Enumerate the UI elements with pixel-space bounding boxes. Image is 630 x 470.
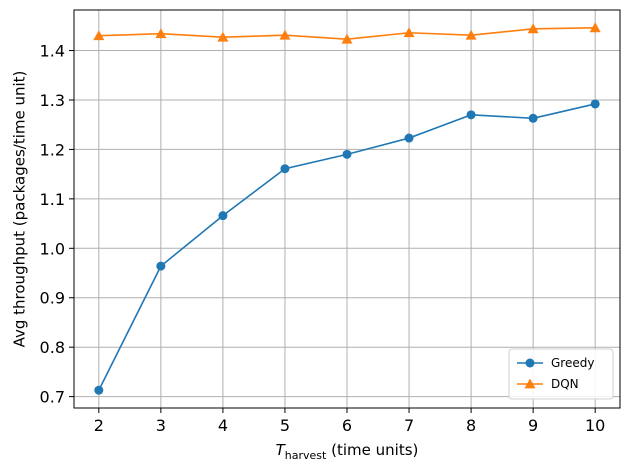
data-point-greedy (404, 133, 414, 143)
data-point-greedy (218, 211, 228, 221)
x-axis-label-unit: (time units) (326, 441, 418, 459)
data-point-dqn (217, 31, 229, 42)
data-point-greedy (156, 261, 166, 271)
legend: Greedy DQN (508, 348, 614, 400)
y-axis-ticks: 0.7 0.8 0.9 1.0 1.1 1.2 1.3 1.4 (40, 42, 74, 407)
data-point-dqn (93, 30, 105, 41)
data-point-greedy (590, 99, 600, 109)
y-tick-label: 0.7 (40, 388, 65, 407)
series-greedy (94, 99, 600, 395)
legend-marker-dqn (524, 378, 536, 389)
data-point-greedy (528, 113, 538, 123)
x-axis-label: Tharvest (time units) (276, 441, 419, 462)
y-tick-label: 0.9 (40, 289, 65, 308)
y-tick-label: 0.8 (40, 338, 65, 357)
x-tick-label: 5 (280, 416, 290, 435)
x-tick-label: 10 (585, 416, 605, 435)
data-point-greedy (342, 149, 352, 159)
y-axis-label: Avg throughput (packages/time unit) (11, 71, 29, 348)
series-dqn (93, 22, 601, 44)
y-tick-label: 1.0 (40, 239, 65, 258)
x-tick-label: 4 (218, 416, 228, 435)
x-axis-label-symbol: T (276, 441, 287, 459)
y-tick-label: 1.1 (40, 190, 65, 209)
y-tick-label: 1.2 (40, 140, 65, 159)
legend-box (508, 348, 614, 400)
y-tick-label: 1.4 (40, 42, 65, 61)
data-point-dqn (465, 29, 477, 40)
data-point-greedy (466, 110, 476, 120)
data-point-dqn (403, 27, 415, 38)
data-point-dqn (279, 29, 291, 40)
data-point-dqn (589, 22, 601, 33)
x-tick-label: 8 (466, 416, 476, 435)
y-tick-label: 1.3 (40, 91, 65, 110)
x-tick-label: 3 (156, 416, 166, 435)
x-tick-label: 6 (342, 416, 352, 435)
x-tick-label: 2 (94, 416, 104, 435)
series-layer (93, 22, 601, 395)
grid-lines (74, 10, 620, 408)
x-axis-label-subscript: harvest (285, 449, 327, 462)
data-point-greedy (94, 385, 104, 395)
legend-label-greedy: Greedy (551, 356, 594, 370)
x-axis-ticks: 2 3 4 5 6 7 8 9 10 (94, 408, 605, 435)
data-point-dqn (527, 23, 539, 34)
legend-marker-greedy (525, 358, 535, 368)
data-point-dqn (155, 28, 167, 39)
x-tick-label: 9 (528, 416, 538, 435)
legend-label-dqn: DQN (551, 377, 579, 391)
x-tick-label: 7 (404, 416, 414, 435)
data-point-greedy (280, 164, 290, 174)
data-point-dqn (341, 33, 353, 44)
